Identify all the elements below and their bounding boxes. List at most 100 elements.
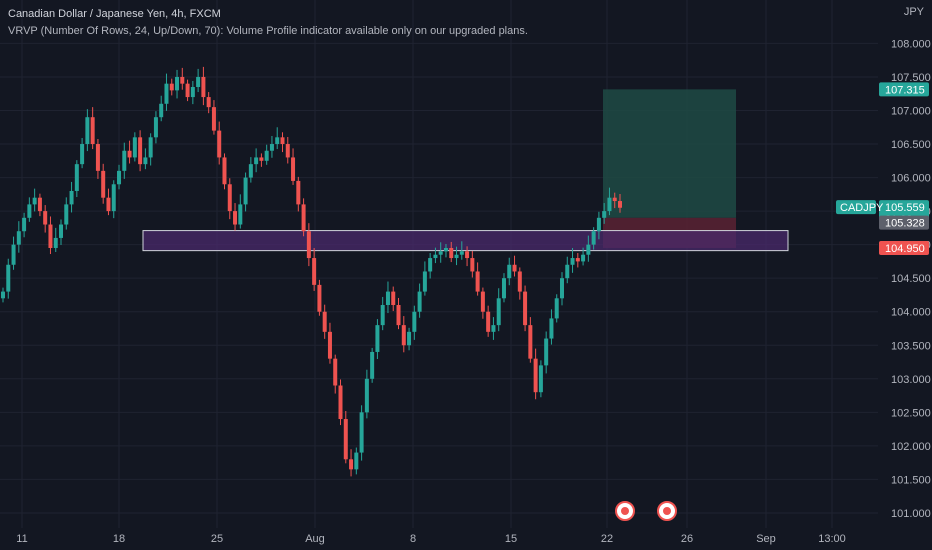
price-tick-label: 107.000: [891, 105, 931, 117]
candle-body: [354, 452, 359, 470]
candle-body: [69, 190, 74, 205]
drawing-layer[interactable]: [142, 89, 789, 252]
price-tag-label: 104.950: [885, 243, 925, 255]
time-tick-label: 25: [211, 533, 223, 545]
support-zone-rectangle[interactable]: [142, 230, 789, 252]
price-tick-label: 102.500: [891, 407, 931, 419]
time-tick-label: 18: [113, 533, 125, 545]
candle-body: [43, 211, 48, 225]
price-tick-label: 101.000: [891, 508, 931, 520]
candle-body: [175, 76, 180, 91]
candle-body: [422, 271, 427, 292]
candle-body: [64, 204, 69, 225]
candle-body: [475, 271, 480, 292]
candles-layer: [1, 66, 622, 477]
candle-body: [443, 247, 448, 252]
candle-body: [6, 264, 11, 292]
candle-body: [37, 197, 42, 212]
candle-body: [138, 137, 143, 165]
candle-body: [370, 351, 375, 379]
price-tick-label: 107.500: [891, 72, 931, 84]
candle-body: [407, 331, 412, 346]
candle-body: [491, 325, 496, 332]
candle-body: [280, 137, 285, 145]
candle-body: [454, 254, 459, 259]
candle-body: [132, 137, 137, 158]
candle-body: [375, 325, 380, 352]
price-tick-label: 104.500: [891, 273, 931, 285]
economic-event-dot: [621, 507, 629, 515]
target-zone[interactable]: [603, 89, 736, 218]
candle-body: [254, 157, 259, 165]
candle-body: [618, 201, 622, 208]
candle-body: [586, 244, 591, 255]
candle-body: [190, 87, 195, 98]
time-tick-label: 11: [16, 533, 27, 545]
candle-body: [180, 76, 185, 84]
candle-body: [275, 137, 280, 145]
candle-body: [322, 311, 327, 332]
candle-body: [1, 291, 5, 299]
candle-body: [285, 144, 290, 158]
candle-body: [264, 150, 269, 161]
candle-body: [533, 358, 538, 393]
candle-body: [480, 291, 485, 312]
candle-body: [559, 278, 564, 299]
time-tick-label: 13:00: [818, 533, 846, 545]
economic-event-dot: [663, 507, 671, 515]
candle-body: [433, 254, 438, 259]
candle-body: [507, 264, 512, 279]
candle-body: [291, 157, 296, 181]
candle-body: [16, 231, 21, 245]
symbol-tag: [836, 200, 876, 215]
price-tag-label: 105.328: [885, 218, 925, 230]
price-tag: [879, 240, 929, 255]
event-markers[interactable]: [615, 501, 677, 521]
candle-body: [401, 325, 406, 346]
candle-body: [48, 224, 53, 248]
price-axis[interactable]: 108.000107.500107.000106.500106.000105.5…: [891, 38, 931, 520]
candle-body: [517, 271, 522, 292]
candle-body: [169, 83, 174, 91]
candle-body: [549, 318, 554, 339]
candle-body: [565, 264, 570, 279]
grid-lines: [0, 0, 878, 528]
price-tick-label: 103.500: [891, 340, 931, 352]
candle-body: [159, 103, 164, 118]
candle-body: [349, 459, 354, 470]
candle-body: [338, 385, 343, 420]
candle-body: [554, 298, 559, 319]
candle-body: [412, 311, 417, 332]
candle-body: [153, 117, 158, 138]
candle-body: [607, 197, 612, 212]
time-tick-label: 26: [681, 533, 693, 545]
candle-body: [428, 258, 433, 272]
candle-body: [591, 231, 596, 245]
candle-body: [612, 197, 617, 202]
candle-body: [106, 197, 111, 212]
candle-body: [11, 244, 16, 265]
candle-body: [53, 237, 58, 248]
candle-body: [385, 291, 390, 306]
candle-body: [90, 117, 95, 145]
time-tick-label: 8: [410, 533, 416, 545]
candle-body: [143, 157, 148, 165]
time-tick-label: 15: [505, 533, 517, 545]
candle-body: [111, 184, 116, 212]
symbol-tag-label: CADJPY: [840, 202, 884, 214]
candle-body: [201, 76, 206, 98]
candle-body: [333, 358, 338, 386]
candle-body: [95, 144, 100, 171]
candle-body: [80, 144, 85, 165]
candle-body: [117, 170, 122, 185]
indicator-legend[interactable]: VRVP (Number Of Rows, 24, Up/Down, 70): …: [8, 25, 528, 37]
candle-body: [312, 258, 317, 285]
price-tick-label: 101.500: [891, 474, 931, 486]
candle-body: [243, 177, 248, 205]
candle-body: [528, 325, 533, 359]
candle-body: [575, 258, 580, 262]
time-axis[interactable]: 11 18 25 Aug 8 15 22 26 Sep 13:00: [16, 533, 845, 545]
